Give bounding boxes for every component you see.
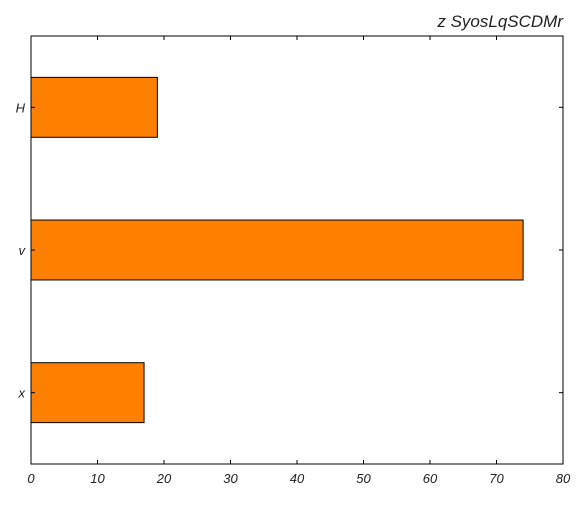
x-tick-label: 70 [489,471,504,486]
bar-v [30,219,524,281]
bars-layer [30,76,524,424]
x-tick-label: 0 [27,471,35,486]
x-tick-label: 10 [90,471,105,486]
bar-H [30,76,158,138]
y-tick-label: x [18,386,26,401]
x-tick-label: 50 [356,471,371,486]
x-tick-label: 80 [556,471,571,486]
x-tick-label: 30 [223,471,238,486]
plot-frame [30,35,564,465]
bar-x [30,362,145,424]
y-tick-label: H [16,100,26,115]
x-tick-label: 40 [290,471,305,486]
chart-title: z SyosLqSCDMr [436,12,564,31]
x-tick-label: 60 [423,471,438,486]
axes-layer: Hv x 0 10 20 30 40 50 60 70 80 [16,35,571,486]
y-tick-label: v [19,243,27,258]
x-tick-label: 20 [156,471,172,486]
